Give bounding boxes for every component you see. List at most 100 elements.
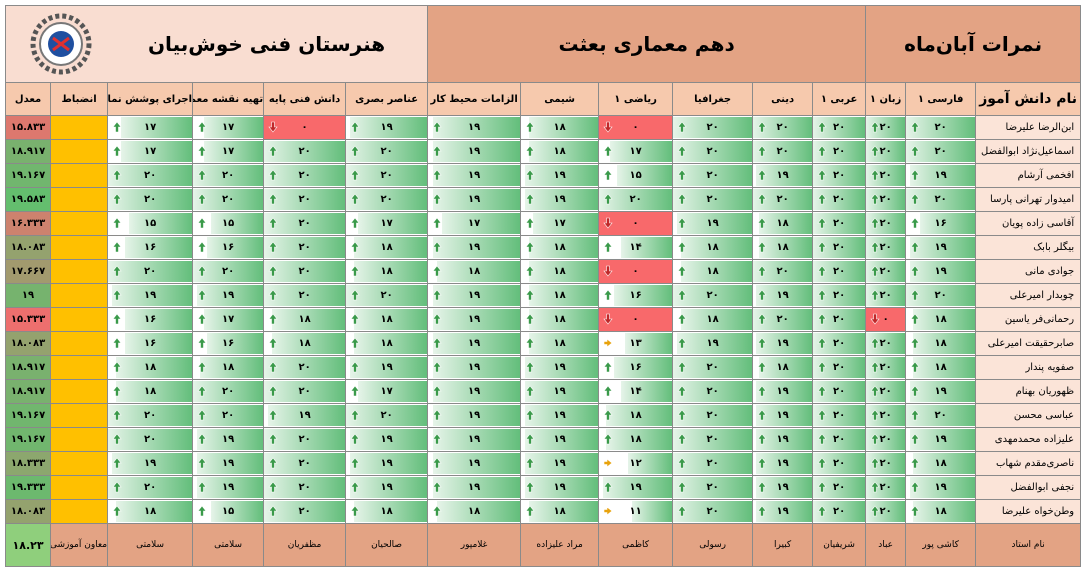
data-bar <box>203 309 263 330</box>
icon <box>910 433 920 445</box>
data-bar <box>207 237 263 258</box>
data-bar <box>813 477 865 498</box>
grade-cell: ۲۰ <box>263 499 347 524</box>
grade-cell: ۲۰ <box>812 307 867 332</box>
data-bar <box>108 165 192 186</box>
icon <box>525 481 535 493</box>
column-header: معدل <box>4 82 52 116</box>
icon <box>817 313 827 325</box>
icon <box>677 241 687 253</box>
teacher: سلامتی <box>192 523 265 567</box>
grade: ۱۶ <box>221 242 235 253</box>
grade: ۲۰ <box>879 290 892 301</box>
grade: ۲۰ <box>934 122 947 133</box>
icon <box>910 385 920 397</box>
grade: ۲۰ <box>298 434 311 445</box>
grade: ۱۹ <box>776 458 789 469</box>
grade: ۱۸ <box>553 338 566 349</box>
icon <box>197 193 207 205</box>
icon <box>112 457 122 469</box>
grade-cell: ۲۰ <box>672 187 754 212</box>
student-name: امیدوار تهرانی پارسا <box>975 187 1082 212</box>
teacher: سلامتی <box>107 523 194 567</box>
data-bar <box>906 189 975 210</box>
icon <box>870 409 880 421</box>
data-bar <box>264 285 345 306</box>
grade: ۱۸ <box>553 146 566 157</box>
grade-cell: ۱۹ <box>427 475 522 500</box>
data-bar <box>753 309 812 330</box>
data-bar <box>524 189 598 210</box>
teacher: کبیرا <box>752 523 814 567</box>
grade-cell: ۱۹ <box>752 403 814 428</box>
grade: ۱۵ <box>629 170 642 181</box>
grade-cell: ۱۹ <box>107 451 194 476</box>
icon <box>870 121 880 133</box>
grade-cell: ۲۰ <box>812 283 867 308</box>
icon <box>870 337 880 349</box>
grade-cell: ۲۰ <box>192 163 265 188</box>
icon <box>817 265 827 277</box>
grade-cell: ۱۸ <box>345 259 429 284</box>
discipline <box>50 355 109 380</box>
data-bar <box>524 453 598 474</box>
grade-cell: ۲۰ <box>865 115 907 140</box>
data-bar <box>272 333 345 354</box>
class-title: دهم معماری بعثت <box>427 5 867 83</box>
icon <box>197 409 207 421</box>
grade: ۲۰ <box>833 362 846 373</box>
column-header: انضباط <box>50 82 109 116</box>
grade: ۱۴ <box>629 386 642 397</box>
teacher: کاشی پور <box>905 523 977 567</box>
grade-cell: ۱۶ <box>192 235 265 260</box>
teacher: شریفیان <box>812 523 867 567</box>
icon <box>268 193 278 205</box>
data-bar <box>677 213 752 234</box>
data-bar <box>906 405 975 426</box>
grade: ۲۰ <box>879 194 892 205</box>
data-bar <box>673 429 752 450</box>
data-bar <box>909 381 975 402</box>
grade-cell: ۱۸ <box>598 427 674 452</box>
data-bar <box>909 429 975 450</box>
icon <box>677 457 687 469</box>
data-bar <box>203 141 263 162</box>
average: ۱۸.۹۱۷ <box>4 139 52 164</box>
data-bar <box>756 381 812 402</box>
teacher-row: نام استاد کاشی پور عباد شریفیان کبیرا رسولی کا… <box>4 523 1082 567</box>
grade-cell: ۱۸ <box>905 355 977 380</box>
data-bar <box>116 501 192 522</box>
grade-cell: ۱۹ <box>192 451 265 476</box>
grade-cell: ۱۹ <box>427 163 522 188</box>
grade-cell: ۲۰ <box>812 499 867 524</box>
grade: ۲۰ <box>776 194 789 205</box>
grade-cell: ۱۹ <box>520 355 600 380</box>
icon <box>910 313 920 325</box>
teacher: رسولی <box>672 523 754 567</box>
icon <box>112 193 122 205</box>
grade: ۱۹ <box>629 482 642 493</box>
grade-cell: ۲۰ <box>672 115 754 140</box>
column-header: عربی ۱ <box>812 82 867 116</box>
grade: ۱۹ <box>934 266 947 277</box>
column-header: زبان ۱ <box>865 82 907 116</box>
grade-cell: ۱۷ <box>520 211 600 236</box>
teacher: عباد <box>865 523 907 567</box>
data-bar <box>116 357 192 378</box>
data-bar <box>437 501 520 522</box>
grade-cell: ۲۰ <box>107 187 194 212</box>
data-bar <box>264 237 345 258</box>
student-name: وطن‌خواه علیرضا <box>975 499 1082 524</box>
grade: ۲۰ <box>879 242 892 253</box>
icon <box>432 505 442 517</box>
data-bar <box>432 381 520 402</box>
grade-cell: ۲۰ <box>812 475 867 500</box>
grade-cell: ۲۰ <box>672 499 754 524</box>
grade-cell: ۲۰ <box>345 139 429 164</box>
grade: ۱۶ <box>221 338 235 349</box>
grade-cell: ۱۸ <box>192 355 265 380</box>
data-bar <box>866 429 905 450</box>
average: ۱۹.۳۳۳ <box>4 475 52 500</box>
grade-cell: ۲۰ <box>263 475 347 500</box>
grade: ۱۹ <box>553 386 566 397</box>
